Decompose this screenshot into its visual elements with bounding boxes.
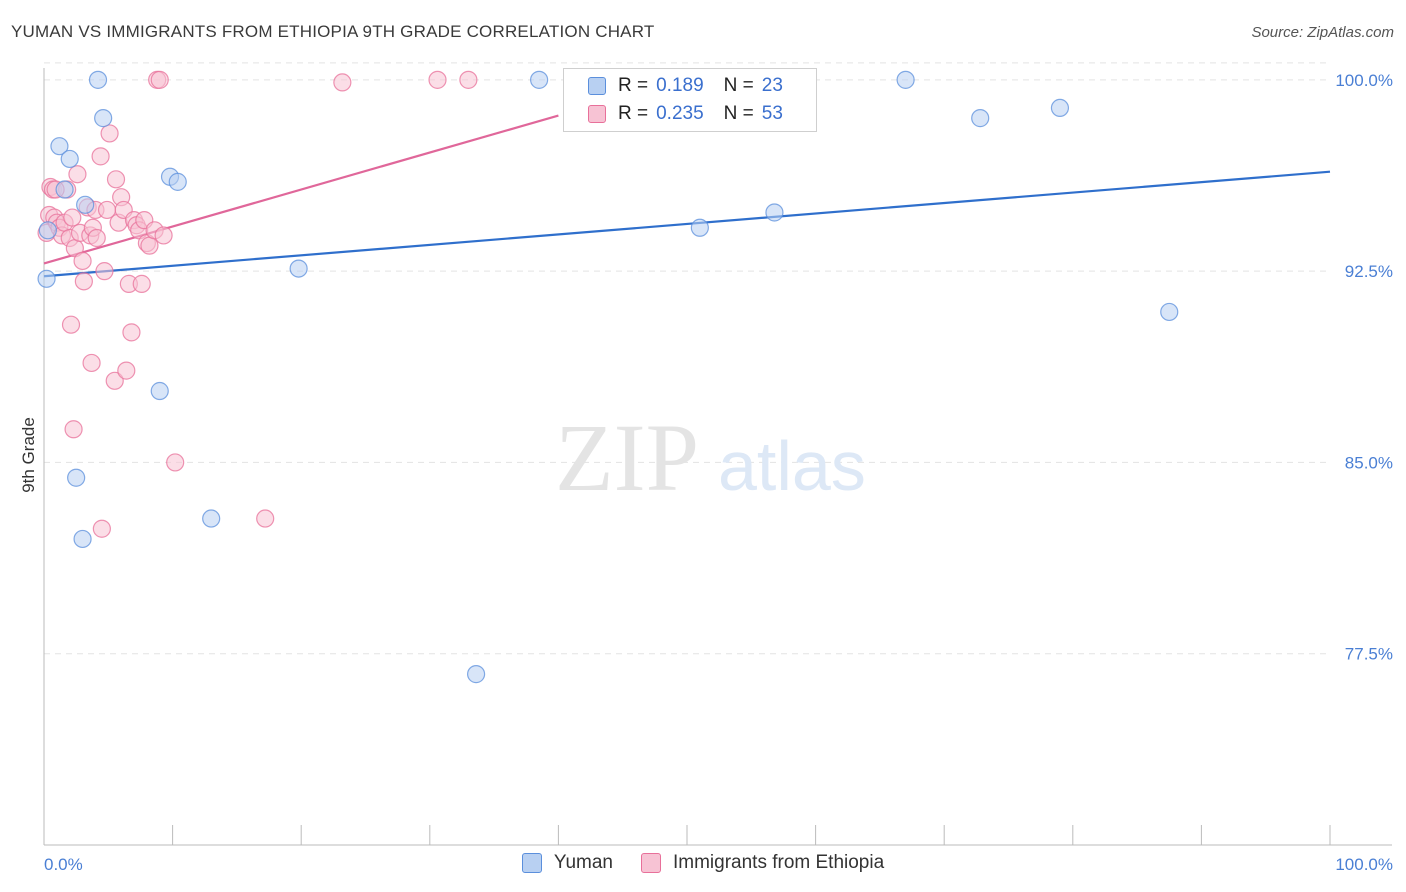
legend-row-yuman: R = 0.189 N = 23 (588, 73, 783, 99)
point-ethiopia (132, 274, 151, 293)
legend-r-label: R = (618, 103, 649, 124)
point-ethiopia (68, 165, 87, 184)
point-ethiopia (95, 262, 114, 281)
legend-n-value: 23 (761, 75, 783, 96)
point-yuman (1160, 302, 1179, 322)
point-ethiopia (333, 73, 352, 92)
point-yuman (50, 137, 69, 156)
point-yuman (168, 172, 187, 191)
legend-r-value: 0.235 (656, 103, 704, 124)
y-tick-label: 85.0% (1345, 453, 1393, 472)
point-ethiopia (73, 251, 92, 271)
stats-legend: R = 0.189 N = 23 R = 0.235 N = 53 (563, 68, 817, 132)
point-ethiopia (154, 226, 173, 245)
point-yuman (60, 149, 79, 169)
x-tick-label-min: 0.0% (44, 855, 83, 874)
point-yuman (530, 70, 549, 89)
watermark-zip: ZIP (555, 404, 699, 511)
point-ethiopia (82, 353, 101, 373)
legend-n-label: N = (723, 75, 754, 96)
point-yuman (73, 529, 92, 549)
data-points (37, 70, 1179, 684)
point-yuman (896, 70, 915, 89)
point-yuman (94, 109, 113, 128)
point-ethiopia (100, 124, 119, 143)
point-ethiopia (105, 371, 124, 390)
legend-n-label: N = (723, 103, 754, 124)
point-yuman (202, 509, 221, 528)
chart-title: YUMAN VS IMMIGRANTS FROM ETHIOPIA 9TH GR… (11, 22, 655, 41)
legend-swatch-yuman (588, 77, 606, 95)
point-ethiopia (150, 70, 169, 89)
legend-swatch-ethiopia (588, 105, 606, 123)
legend-r-label: R = (618, 75, 649, 96)
point-ethiopia (61, 315, 81, 334)
y-axis-label: 9th Grade (19, 417, 38, 493)
watermark: ZIP atlas (555, 404, 866, 511)
axis-labels: 77.5% 85.0% 92.5% 100.0% 0.0% 100.0% 9th Grade (19, 71, 1393, 874)
watermark-atlas: atlas (718, 427, 866, 505)
point-yuman (76, 195, 95, 214)
point-yuman (88, 70, 108, 89)
point-ethiopia (122, 323, 141, 342)
point-ethiopia (428, 70, 447, 89)
trend-lines (43, 114, 1331, 278)
point-ethiopia (117, 361, 136, 380)
point-yuman (466, 665, 486, 684)
point-ethiopia (74, 272, 93, 291)
point-yuman (150, 381, 169, 401)
point-yuman (1050, 98, 1070, 118)
point-ethiopia (459, 70, 478, 89)
y-tick-label: 92.5% (1345, 262, 1393, 281)
point-ethiopia (63, 208, 82, 227)
legend-label-ethiopia: Immigrants from Ethiopia (672, 852, 885, 873)
point-ethiopia (87, 228, 106, 248)
legend-swatch-yuman (521, 853, 542, 873)
legend-n-value: 53 (761, 103, 783, 124)
legend-r-value: 0.189 (656, 75, 704, 96)
series-legend: Yuman Immigrants from Ethiopia (0, 852, 1406, 874)
legend-item-yuman: Yuman (521, 852, 613, 874)
point-ethiopia (140, 236, 159, 255)
point-yuman (67, 468, 86, 487)
point-yuman (55, 180, 74, 199)
point-yuman (971, 109, 990, 128)
point-yuman (690, 218, 709, 237)
point-ethiopia (166, 453, 185, 472)
legend-swatch-ethiopia (640, 853, 661, 873)
point-ethiopia (106, 170, 126, 189)
legend-row-ethiopia: R = 0.235 N = 53 (588, 101, 783, 127)
grid-lines (44, 62, 1330, 655)
source-credit: Source: ZipAtlas.com (1251, 24, 1394, 41)
point-yuman (289, 259, 308, 278)
point-yuman (765, 203, 784, 222)
trend-line-ethiopia (43, 114, 559, 265)
x-tick-label-max: 100.0% (1335, 855, 1393, 874)
legend-label-yuman: Yuman (553, 852, 613, 873)
legend-item-ethiopia: Immigrants from Ethiopia (640, 852, 885, 874)
point-ethiopia (91, 147, 110, 166)
point-yuman (37, 269, 56, 288)
trend-line-yuman (43, 170, 1331, 278)
point-ethiopia (92, 519, 111, 538)
axes (43, 68, 1392, 846)
y-tick-label: 100.0% (1335, 71, 1393, 90)
point-ethiopia (64, 420, 83, 439)
y-tick-label: 77.5% (1345, 645, 1393, 664)
point-ethiopia (256, 509, 275, 528)
point-yuman (38, 221, 57, 240)
